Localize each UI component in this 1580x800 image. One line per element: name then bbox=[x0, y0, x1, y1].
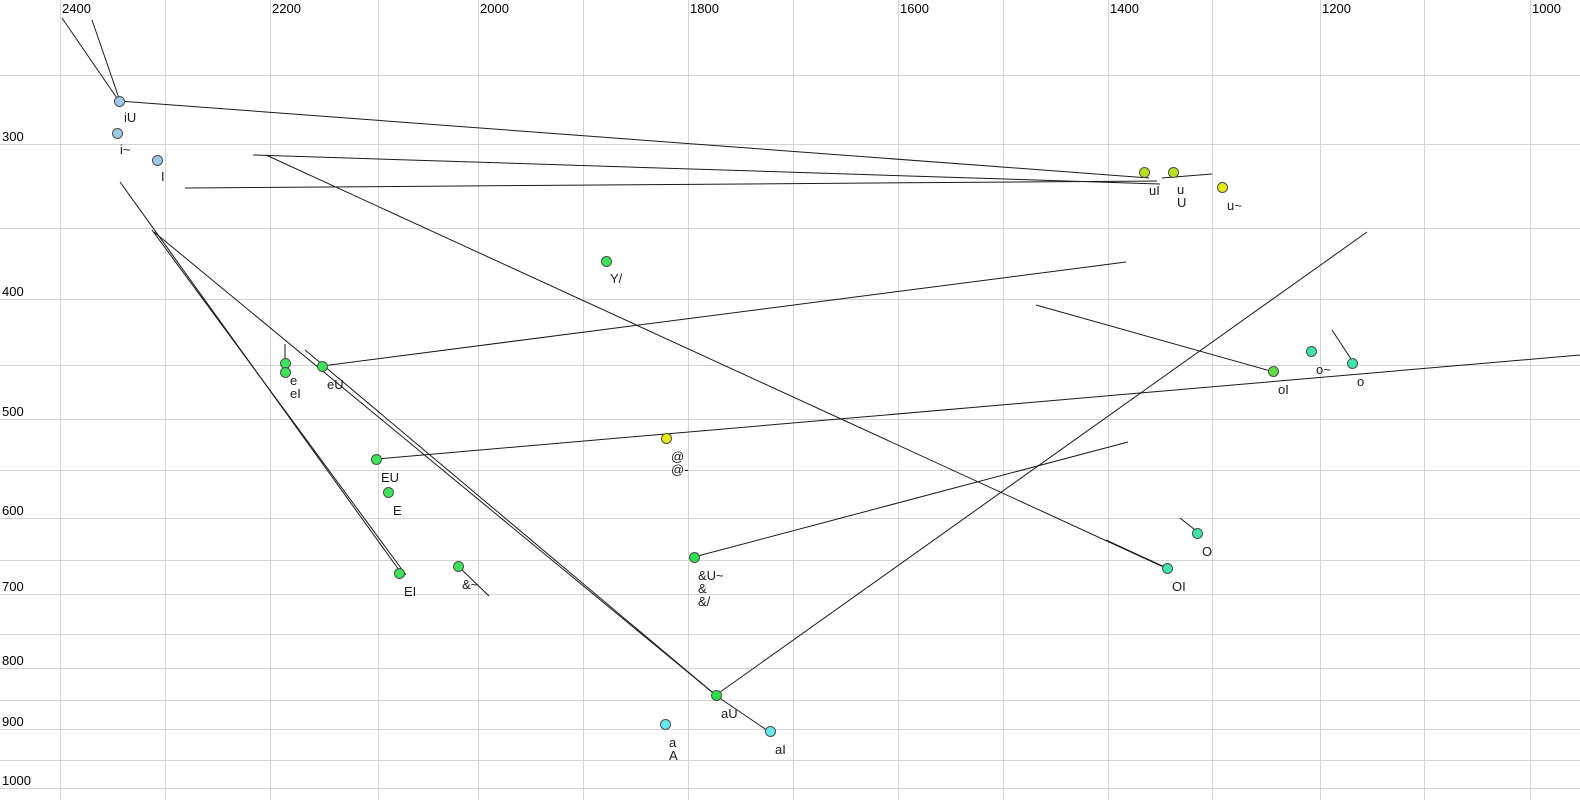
vowel-data-point[interactable] bbox=[1167, 166, 1179, 178]
trajectory-line bbox=[715, 231, 1368, 696]
x-axis-tick-label: 1800 bbox=[690, 1, 719, 16]
vowel-data-point[interactable] bbox=[393, 567, 405, 579]
trajectory-line bbox=[321, 261, 1127, 367]
y-axis-tick-label: 300 bbox=[2, 129, 24, 144]
vowel-data-point[interactable] bbox=[659, 718, 671, 730]
trajectory-line bbox=[153, 231, 719, 698]
vowel-label: E bbox=[393, 503, 402, 518]
vowel-label: EU bbox=[381, 470, 400, 485]
trajectory-line bbox=[91, 19, 122, 105]
y-axis-tick-label: 700 bbox=[2, 579, 24, 594]
vowel-label: e bbox=[290, 373, 298, 388]
vowel-label: i~ bbox=[120, 142, 131, 157]
vowel-label: I bbox=[161, 169, 165, 184]
vowel-label: oI bbox=[1278, 382, 1289, 397]
trajectory-line bbox=[184, 180, 1158, 189]
trajectory-line bbox=[1035, 304, 1275, 373]
trajectory-line bbox=[693, 441, 1129, 558]
vowel-data-point[interactable] bbox=[113, 95, 125, 107]
vowel-data-point[interactable] bbox=[600, 255, 612, 267]
y-axis-tick-label: 800 bbox=[2, 653, 24, 668]
vowel-data-point[interactable] bbox=[279, 366, 291, 378]
vowel-label: eI bbox=[290, 386, 301, 401]
trajectory-line bbox=[717, 696, 772, 734]
vowel-label: O bbox=[1202, 544, 1213, 559]
x-axis-tick-label: 2400 bbox=[62, 1, 91, 16]
vowel-data-point[interactable] bbox=[1191, 527, 1203, 539]
x-axis-tick-label: 2000 bbox=[480, 1, 509, 16]
vowel-data-point[interactable] bbox=[1138, 166, 1150, 178]
y-axis-tick-label: 400 bbox=[2, 284, 24, 299]
x-axis-tick-label: 2200 bbox=[272, 1, 301, 16]
vowel-data-point[interactable] bbox=[452, 560, 464, 572]
trajectory-line bbox=[375, 354, 1580, 460]
trajectory-line bbox=[304, 349, 719, 698]
trajectory-line bbox=[118, 100, 1150, 179]
vowel-label: o~ bbox=[1316, 362, 1331, 377]
vowel-label: OI bbox=[1172, 579, 1186, 594]
vowel-data-point[interactable] bbox=[1346, 357, 1358, 369]
vowel-label: eU bbox=[327, 377, 344, 392]
vowel-data-point[interactable] bbox=[688, 551, 700, 563]
vowel-label: Y/ bbox=[610, 271, 623, 286]
y-axis-tick-label: 900 bbox=[2, 714, 24, 729]
vowel-label: u~ bbox=[1227, 198, 1242, 213]
vowel-data-point[interactable] bbox=[710, 689, 722, 701]
trajectory-line bbox=[1105, 539, 1170, 570]
vowel-label: @ @- bbox=[671, 449, 689, 477]
x-axis-tick-label: 1600 bbox=[900, 1, 929, 16]
y-axis-tick-label: 500 bbox=[2, 404, 24, 419]
vowel-data-point[interactable] bbox=[1305, 345, 1317, 357]
vowel-label: EI bbox=[404, 584, 417, 599]
trajectory-line bbox=[265, 154, 1171, 571]
vowel-data-point[interactable] bbox=[1267, 365, 1279, 377]
trajectory-line bbox=[252, 154, 1161, 185]
x-axis-tick-label: 1400 bbox=[1110, 1, 1139, 16]
vowel-label: iU bbox=[124, 110, 137, 125]
vowel-label: &~ bbox=[462, 577, 479, 592]
vowel-data-point[interactable] bbox=[1161, 562, 1173, 574]
trajectory-line bbox=[1331, 329, 1354, 363]
trajectory-line bbox=[457, 565, 490, 597]
vowel-data-point[interactable] bbox=[151, 154, 163, 166]
vowel-label: o bbox=[1357, 374, 1365, 389]
vowel-label: aU bbox=[721, 706, 738, 721]
vowel-data-point[interactable] bbox=[1216, 181, 1228, 193]
trajectory-layer bbox=[61, 17, 1580, 734]
trajectory-line bbox=[151, 229, 407, 576]
vowel-label: u U bbox=[1177, 182, 1187, 210]
trajectory-line bbox=[61, 17, 122, 105]
vowel-label: &U~ & &/ bbox=[698, 568, 724, 609]
x-axis-tick-label: 1000 bbox=[1532, 1, 1561, 16]
vowel-data-point[interactable] bbox=[111, 127, 123, 139]
vowel-label: aI bbox=[775, 742, 786, 757]
vowel-data-point[interactable] bbox=[660, 432, 672, 444]
vowel-label: uI bbox=[1149, 183, 1160, 198]
vowel-label: a A bbox=[669, 735, 678, 763]
x-axis-tick-label: 1200 bbox=[1322, 1, 1351, 16]
vowel-data-point[interactable] bbox=[382, 486, 394, 498]
y-axis-tick-label: 600 bbox=[2, 503, 24, 518]
vowel-data-point[interactable] bbox=[370, 453, 382, 465]
y-axis-tick-label: 1000 bbox=[2, 773, 31, 788]
vowel-data-point[interactable] bbox=[764, 725, 776, 737]
vowel-data-point[interactable] bbox=[316, 360, 328, 372]
